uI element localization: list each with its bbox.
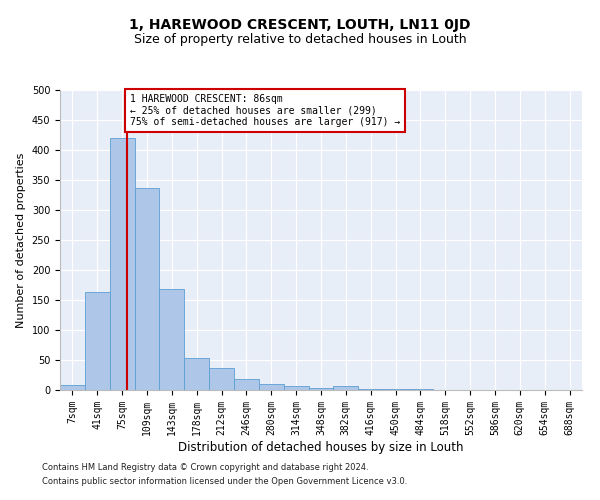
Text: Size of property relative to detached houses in Louth: Size of property relative to detached ho… [134, 32, 466, 46]
Text: Contains HM Land Registry data © Crown copyright and database right 2024.: Contains HM Land Registry data © Crown c… [42, 464, 368, 472]
Y-axis label: Number of detached properties: Number of detached properties [16, 152, 26, 328]
Bar [259, 384, 284, 390]
Text: 1 HAREWOOD CRESCENT: 86sqm
← 25% of detached houses are smaller (299)
75% of sem: 1 HAREWOOD CRESCENT: 86sqm ← 25% of deta… [130, 94, 401, 128]
Bar [134, 188, 160, 390]
Bar [284, 386, 308, 390]
Bar [85, 292, 110, 390]
Bar [334, 386, 358, 390]
Text: 1, HAREWOOD CRESCENT, LOUTH, LN11 0JD: 1, HAREWOOD CRESCENT, LOUTH, LN11 0JD [129, 18, 471, 32]
Bar [209, 368, 234, 390]
Bar [110, 138, 134, 390]
Bar [234, 379, 259, 390]
X-axis label: Distribution of detached houses by size in Louth: Distribution of detached houses by size … [178, 440, 464, 454]
Bar [184, 358, 209, 390]
Bar [160, 289, 184, 390]
Bar [60, 385, 85, 390]
Bar [308, 388, 334, 390]
Text: Contains public sector information licensed under the Open Government Licence v3: Contains public sector information licen… [42, 477, 407, 486]
